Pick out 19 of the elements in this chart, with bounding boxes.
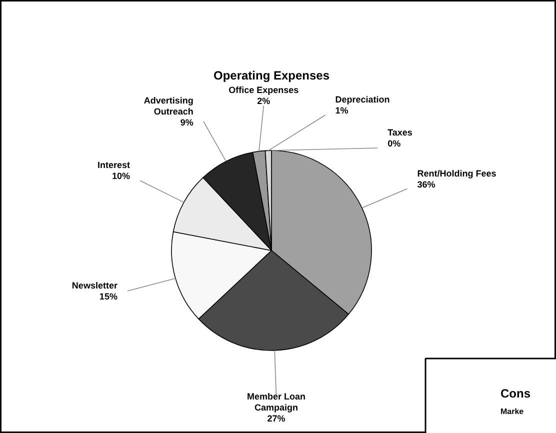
data-label: 1% [335, 106, 348, 116]
slice-label: Interest [98, 160, 130, 170]
category-label: Taxes [388, 127, 412, 138]
data-label: 27% [267, 413, 286, 424]
data-label: 15% [99, 291, 118, 302]
slice-label: Newsletter [72, 280, 118, 290]
text: Cons [500, 386, 531, 400]
text: Marke [500, 407, 524, 416]
slice-label: Advertising Outreach [144, 95, 194, 116]
data-label: 10% [112, 171, 130, 182]
data-label: 36% [417, 179, 436, 190]
data-label: 9% [180, 117, 194, 128]
chart-title: Operating Expenses [213, 68, 330, 82]
text: 0% [388, 138, 401, 148]
slice-label: Depreciation [335, 94, 390, 105]
slice-label: Office Expenses [228, 85, 299, 96]
slice-label: Rent/Holding Fees [417, 168, 496, 178]
data-label: 2% [257, 96, 270, 106]
slice-label: Member Loan Campaign [246, 391, 306, 412]
